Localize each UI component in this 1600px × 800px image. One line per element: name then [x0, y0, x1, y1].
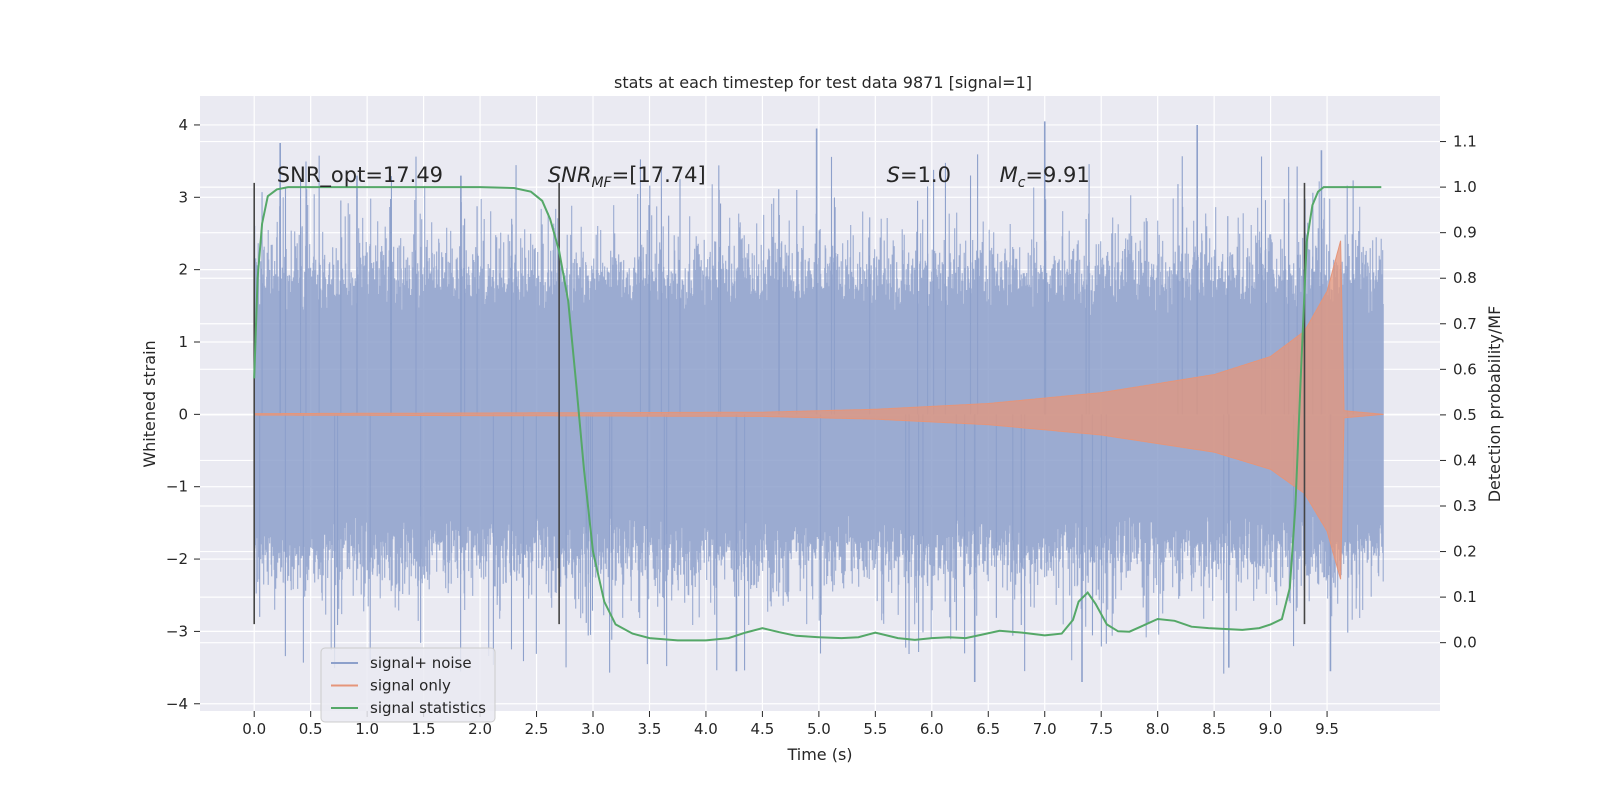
- y-tick-label: −4: [166, 695, 188, 713]
- x-tick-label: 0.5: [299, 720, 323, 738]
- y2-tick-label: 0.2: [1453, 543, 1477, 561]
- legend-label: signal statistics: [370, 699, 486, 717]
- y2-tick-label: 0.8: [1453, 269, 1477, 287]
- y-axis-label: Whitened strain: [140, 340, 159, 467]
- chart-title: stats at each timestep for test data 987…: [614, 73, 1032, 92]
- x-tick-label: 4.5: [750, 720, 774, 738]
- annotation: SNR_opt=17.49: [277, 163, 443, 188]
- series-signal-only: [253, 240, 1384, 580]
- x-axis-ticks: 0.0 0.5 1.0 1.5 2.0 2.5 3.0 3.5 4.0 4.5 5.0 5.5 6.0 6…: [242, 711, 1339, 738]
- y-tick-label: −1: [166, 478, 188, 496]
- y-tick-label: −3: [166, 622, 188, 640]
- y2-axis-ticks: 1.1 1.0 0.9 0.8 0.7 0.6 0.5 0.4 0.3 0.2 0.1 0.0: [1440, 133, 1477, 652]
- annotation: SNRMF=[17.74]: [548, 163, 706, 191]
- x-tick-label: 7.5: [1089, 720, 1113, 738]
- signal-statistics-line: [253, 186, 1382, 642]
- x-tick-label: 3.5: [638, 720, 662, 738]
- legend-label: signal+ noise: [370, 654, 472, 672]
- y-tick-label: 0: [178, 405, 188, 423]
- x-tick-label: 6.0: [920, 720, 944, 738]
- y-tick-label: 4: [178, 116, 188, 134]
- annotation: Mc=9.91: [1000, 163, 1090, 191]
- x-tick-label: 5.5: [863, 720, 887, 738]
- y-tick-label: −2: [166, 550, 188, 568]
- x-tick-label: 5.0: [807, 720, 831, 738]
- x-tick-label: 8.0: [1146, 720, 1170, 738]
- y-axis-ticks: 4 3 2 1 0 −1 −2 −3 −4: [166, 116, 200, 713]
- y2-tick-label: 0.0: [1453, 634, 1477, 652]
- y2-tick-label: 0.4: [1453, 451, 1477, 469]
- x-tick-label: 7.0: [1033, 720, 1057, 738]
- x-axis-label: Time (s): [786, 745, 852, 764]
- x-tick-label: 1.5: [412, 720, 436, 738]
- y2-tick-label: 1.0: [1453, 178, 1477, 196]
- x-tick-label: 3.0: [581, 720, 605, 738]
- y-tick-label: 2: [178, 261, 188, 279]
- x-tick-label: 0.0: [242, 720, 266, 738]
- legend-label: signal only: [370, 677, 451, 695]
- x-tick-label: 9.5: [1315, 720, 1339, 738]
- legend-box: [320, 647, 496, 723]
- x-tick-label: 8.5: [1202, 720, 1226, 738]
- y2-tick-label: 0.1: [1453, 588, 1477, 606]
- x-tick-label: 9.0: [1259, 720, 1283, 738]
- annotation: S=1.0: [887, 163, 951, 187]
- legend: signal+ noise signal only signal statistic…: [320, 647, 496, 723]
- y2-tick-label: 1.1: [1453, 133, 1477, 151]
- x-tick-label: 2.5: [525, 720, 549, 738]
- signal-only-line: [253, 240, 1384, 580]
- y2-tick-label: 0.6: [1453, 360, 1477, 378]
- x-tick-label: 4.0: [694, 720, 718, 738]
- y2-tick-label: 0.7: [1453, 315, 1477, 333]
- y2-tick-label: 0.5: [1453, 406, 1477, 424]
- x-tick-label: 2.0: [468, 720, 492, 738]
- y2-tick-label: 0.3: [1453, 497, 1477, 515]
- x-tick-label: 1.0: [355, 720, 379, 738]
- y2-axis-label: Detection probability/MF: [1485, 306, 1504, 503]
- x-tick-label: 6.5: [976, 720, 1000, 738]
- y-tick-label: 1: [178, 333, 188, 351]
- y2-tick-label: 0.9: [1453, 224, 1477, 242]
- series-signal-statistics: [253, 186, 1382, 642]
- annotations: SNR_opt=17.49 SNRMF=[17.74] S=1.0 Mc=9.91: [277, 163, 1090, 191]
- y-tick-label: 3: [178, 188, 188, 206]
